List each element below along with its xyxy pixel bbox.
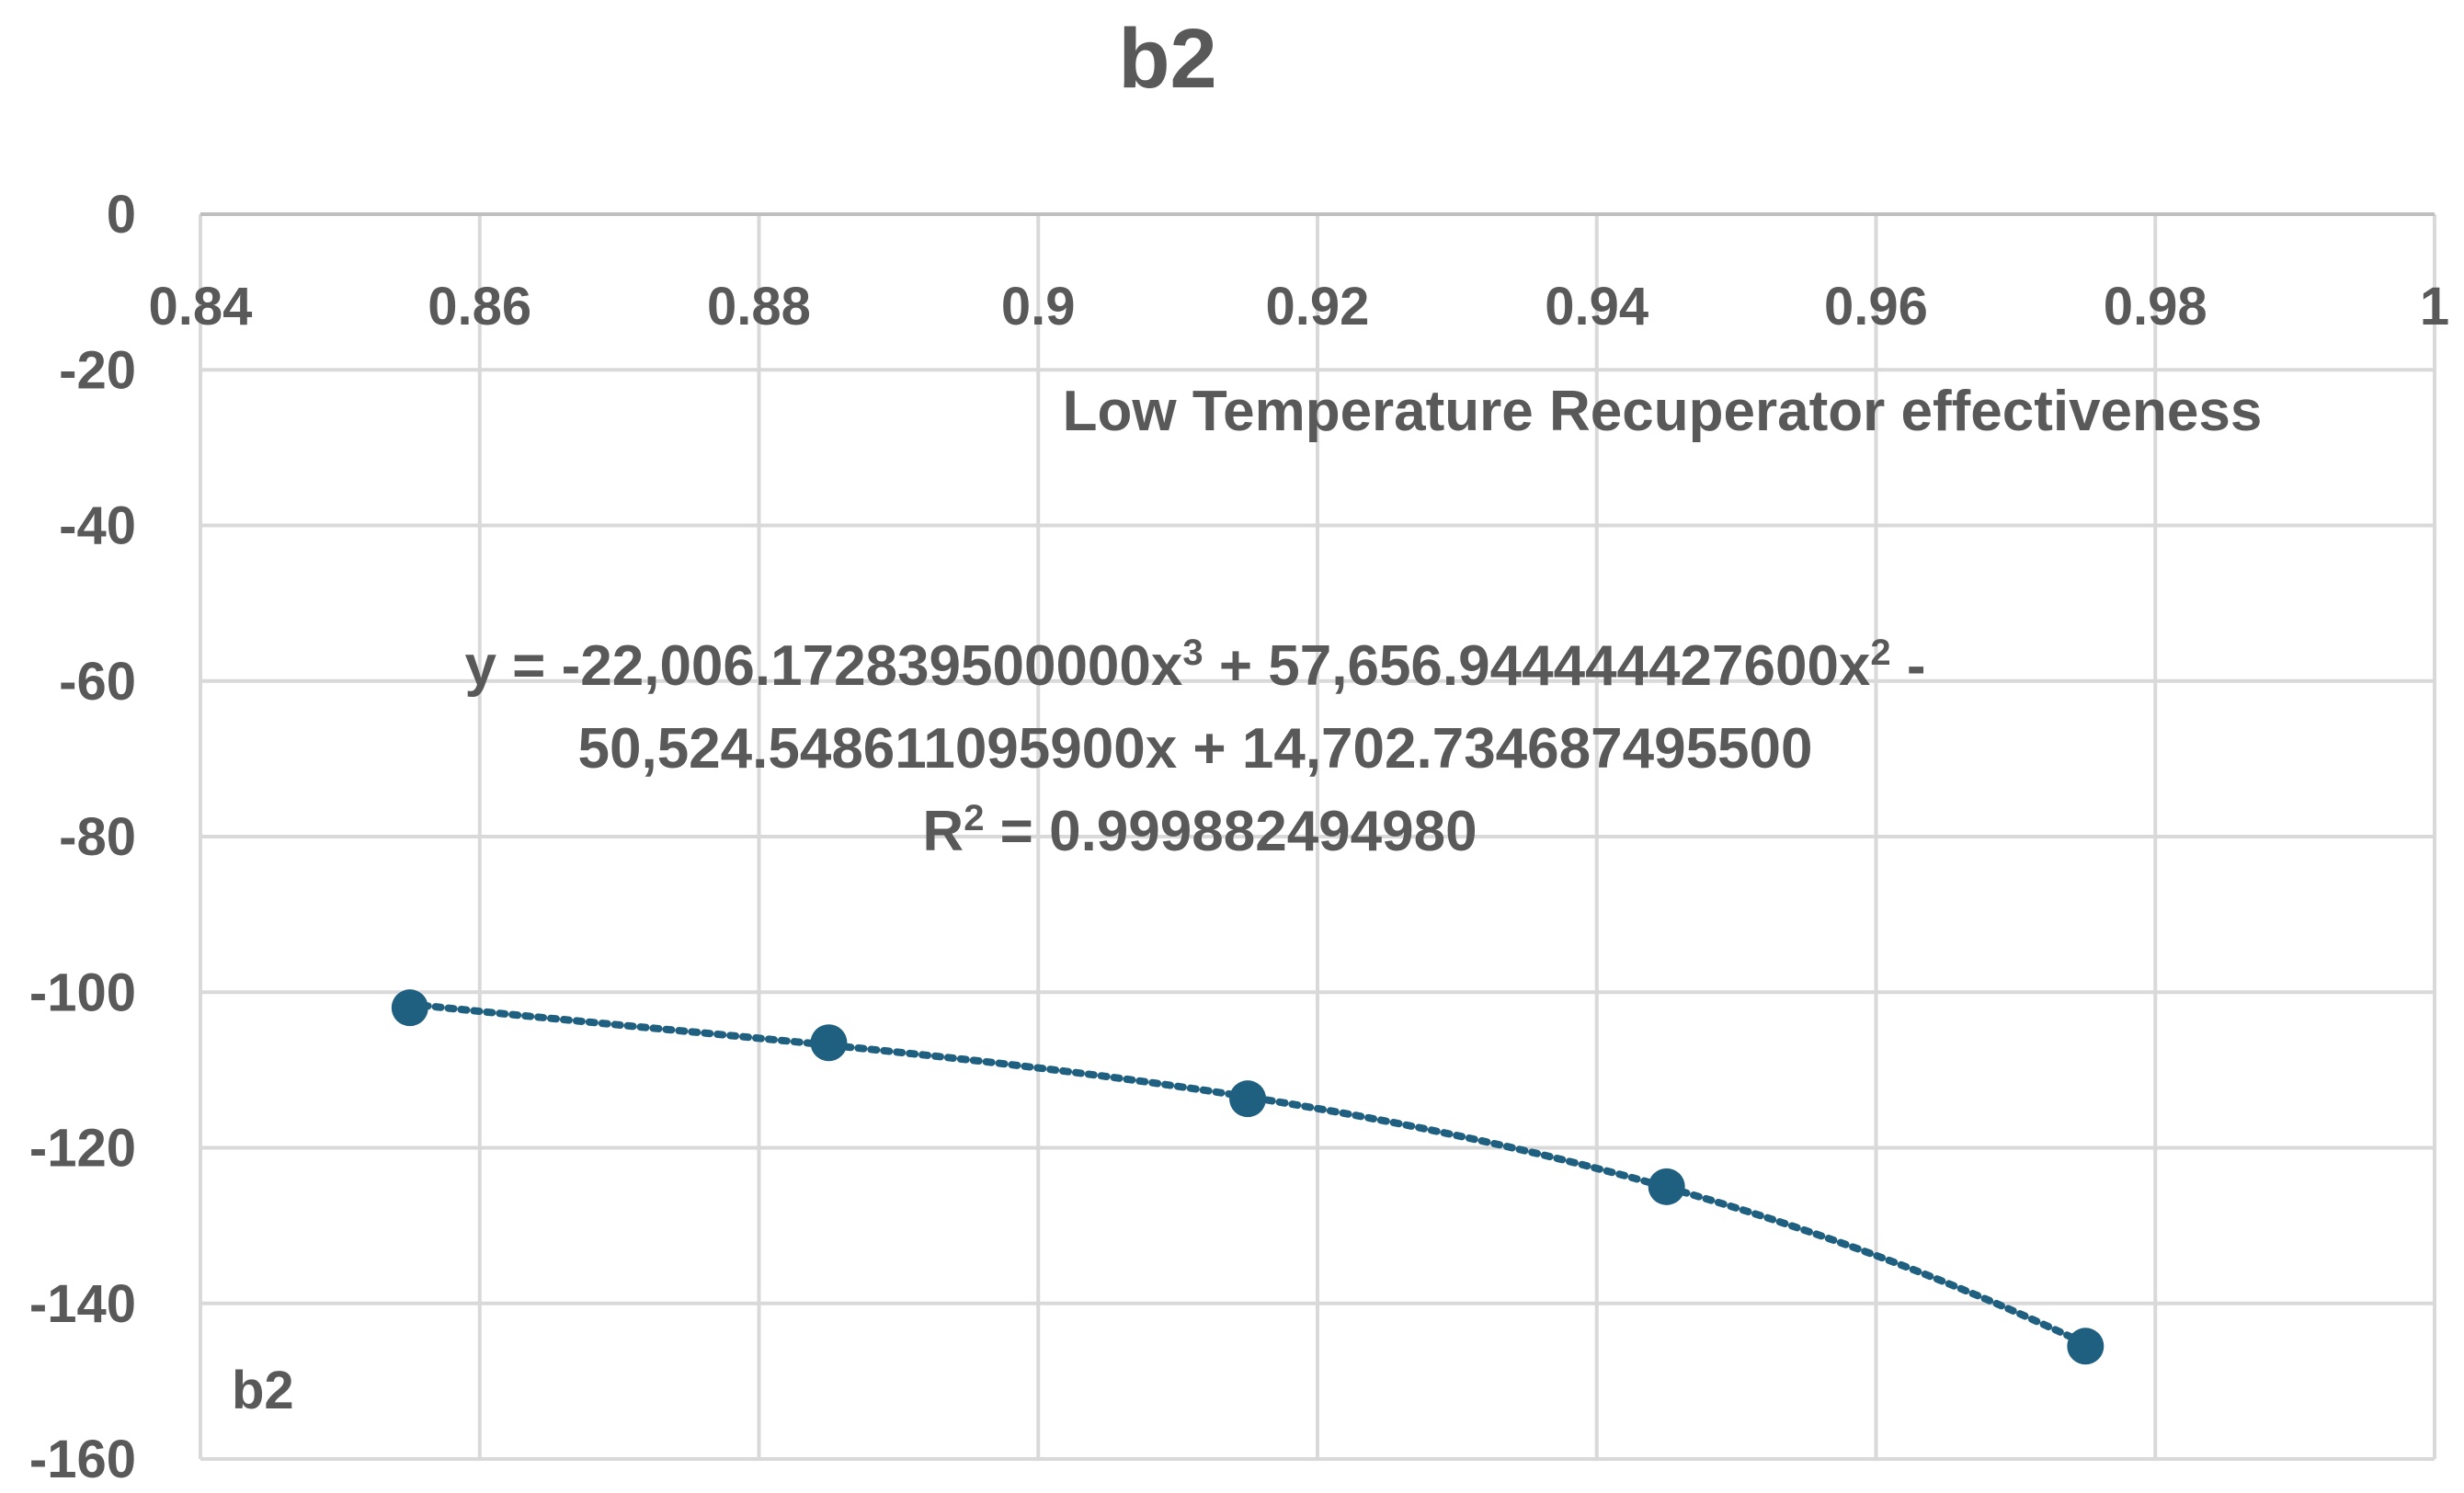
x-tick-label: 1 [2420,277,2449,336]
x-tick-label: 0.98 [2104,277,2207,336]
equation-exponent: 3 [1182,633,1203,673]
r-squared-symbol: R [922,800,964,863]
equation-line-1: y = -22,006.172839500000x3 + 57,656.9444… [464,633,1925,698]
y-tick-label: -140 [29,1274,136,1334]
r-squared-exponent: 2 [964,798,984,838]
y-tick-label: -40 [59,496,136,556]
x-tick-labels: 0.84 0.86 0.88 0.9 0.92 0.94 0.96 0.98 1 [149,277,2450,336]
x-tick-label: 0.96 [1824,277,1928,336]
y-tick-label: -100 [29,963,136,1022]
y-tick-label: 0 [107,185,136,245]
data-point [1229,1080,1267,1118]
chart-title: b2 [1118,12,1216,106]
r-squared-label: R2 = 0.999882494980 [922,798,1477,863]
equation-part: + 57,656.944444427600x [1203,634,1871,698]
x-tick-label: 0.92 [1266,277,1370,336]
equation-part: y = -22,006.172839500000x [464,634,1182,698]
y-tick-label: -160 [29,1430,136,1489]
x-tick-label: 0.9 [1001,277,1076,336]
trendline [405,1000,2090,1348]
x-tick-label: 0.94 [1545,277,1648,336]
equation-part: - [1891,634,1926,698]
y-tick-label: -60 [59,652,136,712]
data-point [1648,1168,1685,1205]
series-label: b2 [232,1361,294,1420]
x-tick-label: 0.86 [428,277,531,336]
equation-line-2: 50,524.548611095900x + 14,702.7346874955… [578,717,1813,781]
equation-exponent: 2 [1870,633,1890,673]
x-tick-label: 0.84 [149,277,253,336]
r-squared-value: = 0.999882494980 [984,800,1477,863]
data-point [2067,1328,2105,1365]
y-tick-label: -20 [59,340,136,400]
trendline-equation: y = -22,006.172839500000x3 + 57,656.9444… [464,633,1925,863]
data-point [391,989,428,1027]
y-tick-labels: 0 -20 -40 -60 -80 -100 -120 -140 -160 [29,185,136,1489]
data-points [391,989,2105,1365]
data-point [810,1024,848,1062]
x-axis-title: Low Temperature Recuperator effectivenes… [1063,380,2263,443]
x-tick-label: 0.88 [707,277,811,336]
gridlines [199,212,2436,1461]
y-tick-label: -80 [59,807,136,867]
y-tick-label: -120 [29,1119,136,1179]
